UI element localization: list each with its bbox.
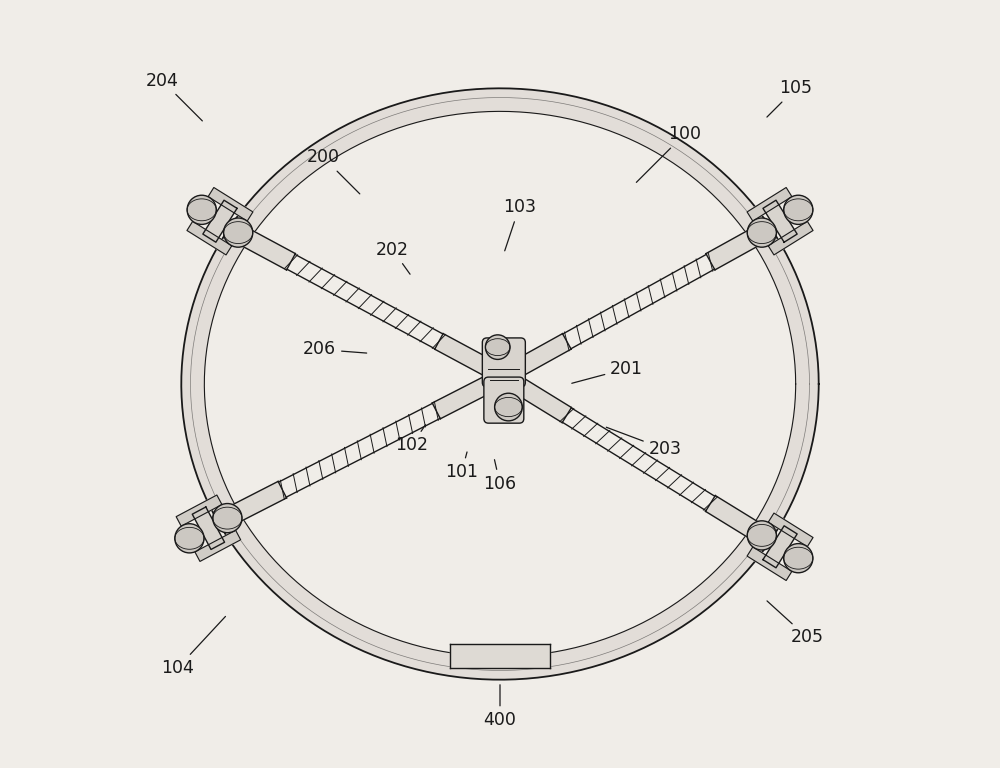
Polygon shape [203, 200, 237, 242]
Circle shape [747, 521, 776, 550]
Text: 203: 203 [606, 427, 682, 458]
Polygon shape [706, 495, 761, 539]
Polygon shape [187, 221, 232, 255]
Polygon shape [208, 187, 253, 221]
Circle shape [784, 195, 813, 224]
Polygon shape [768, 221, 813, 255]
Polygon shape [229, 482, 287, 523]
Polygon shape [450, 644, 550, 668]
Text: 206: 206 [303, 340, 367, 359]
Polygon shape [435, 333, 508, 384]
Polygon shape [747, 187, 792, 221]
Text: 201: 201 [572, 359, 643, 383]
Circle shape [747, 218, 776, 247]
Text: 204: 204 [146, 71, 202, 121]
Text: 202: 202 [376, 240, 410, 274]
Circle shape [485, 335, 510, 359]
Polygon shape [432, 369, 508, 419]
Polygon shape [176, 495, 222, 526]
Circle shape [224, 218, 253, 247]
Polygon shape [563, 254, 715, 349]
Text: 103: 103 [503, 198, 536, 251]
Polygon shape [195, 530, 241, 561]
Polygon shape [287, 254, 443, 349]
Polygon shape [747, 547, 792, 581]
Polygon shape [706, 229, 760, 270]
Text: 102: 102 [395, 425, 428, 455]
Polygon shape [768, 513, 813, 547]
Circle shape [175, 524, 204, 553]
Polygon shape [192, 507, 225, 549]
FancyBboxPatch shape [484, 377, 524, 423]
Circle shape [495, 393, 522, 421]
Text: 400: 400 [484, 685, 516, 730]
Text: 200: 200 [307, 148, 360, 194]
Text: 106: 106 [483, 460, 517, 493]
Text: 205: 205 [767, 601, 824, 647]
Polygon shape [240, 228, 295, 270]
FancyBboxPatch shape [482, 338, 525, 387]
Text: 104: 104 [161, 617, 225, 677]
Circle shape [187, 195, 216, 224]
Circle shape [213, 504, 242, 533]
Polygon shape [181, 88, 819, 680]
Polygon shape [562, 408, 715, 511]
Polygon shape [500, 333, 571, 384]
Polygon shape [763, 526, 797, 568]
Polygon shape [763, 200, 797, 242]
Polygon shape [278, 403, 440, 497]
Polygon shape [499, 369, 571, 422]
Circle shape [784, 544, 813, 573]
Text: 101: 101 [445, 452, 478, 482]
Text: 105: 105 [767, 79, 812, 117]
Text: 100: 100 [636, 125, 701, 182]
